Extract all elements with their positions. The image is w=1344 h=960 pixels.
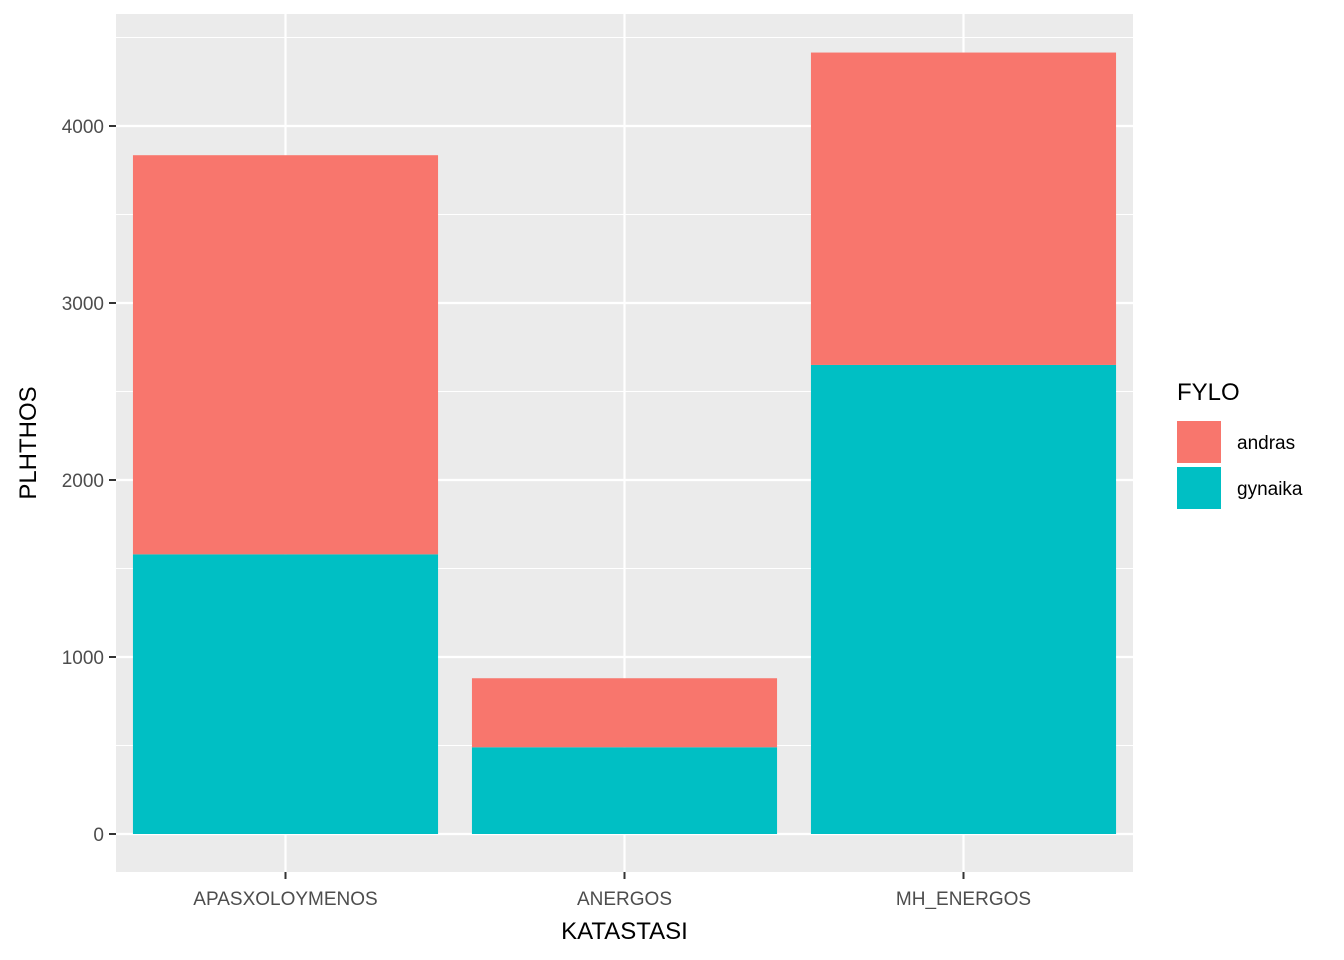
y-tick-label: 3000 — [62, 294, 104, 315]
bar-andras-mh_energos — [810, 52, 1117, 365]
y-axis-title: PLHTHOS — [15, 386, 42, 499]
bar-gynaika-apasxoloymenos — [132, 554, 439, 834]
legend-key-andras — [1177, 421, 1221, 463]
x-tick-label: ANERGOS — [577, 889, 672, 910]
bars — [132, 52, 1117, 834]
x-axis-title: KATASTASI — [561, 918, 688, 945]
x-tick-label: APASXOLOYMENOS — [193, 889, 377, 910]
legend: FYLO andras gynaika — [1177, 379, 1303, 509]
x-axis: APASXOLOYMENOS ANERGOS MH_ENERGOS — [193, 872, 1031, 910]
legend-label-gynaika: gynaika — [1237, 479, 1303, 500]
legend-key-gynaika — [1177, 467, 1221, 509]
legend-title: FYLO — [1177, 379, 1240, 406]
bar-andras-anergos — [471, 678, 778, 748]
x-tick-label: MH_ENERGOS — [896, 889, 1031, 910]
y-tick-label: 0 — [93, 825, 104, 846]
bar-gynaika-anergos — [471, 747, 778, 834]
bar-andras-apasxoloymenos — [132, 155, 439, 555]
y-axis: 0 1000 2000 3000 4000 — [62, 117, 116, 846]
legend-label-andras: andras — [1237, 433, 1295, 454]
y-tick-label: 2000 — [62, 471, 104, 492]
y-tick-label: 4000 — [62, 117, 104, 138]
bar-gynaika-mh_energos — [810, 364, 1117, 834]
y-tick-label: 1000 — [62, 648, 104, 669]
